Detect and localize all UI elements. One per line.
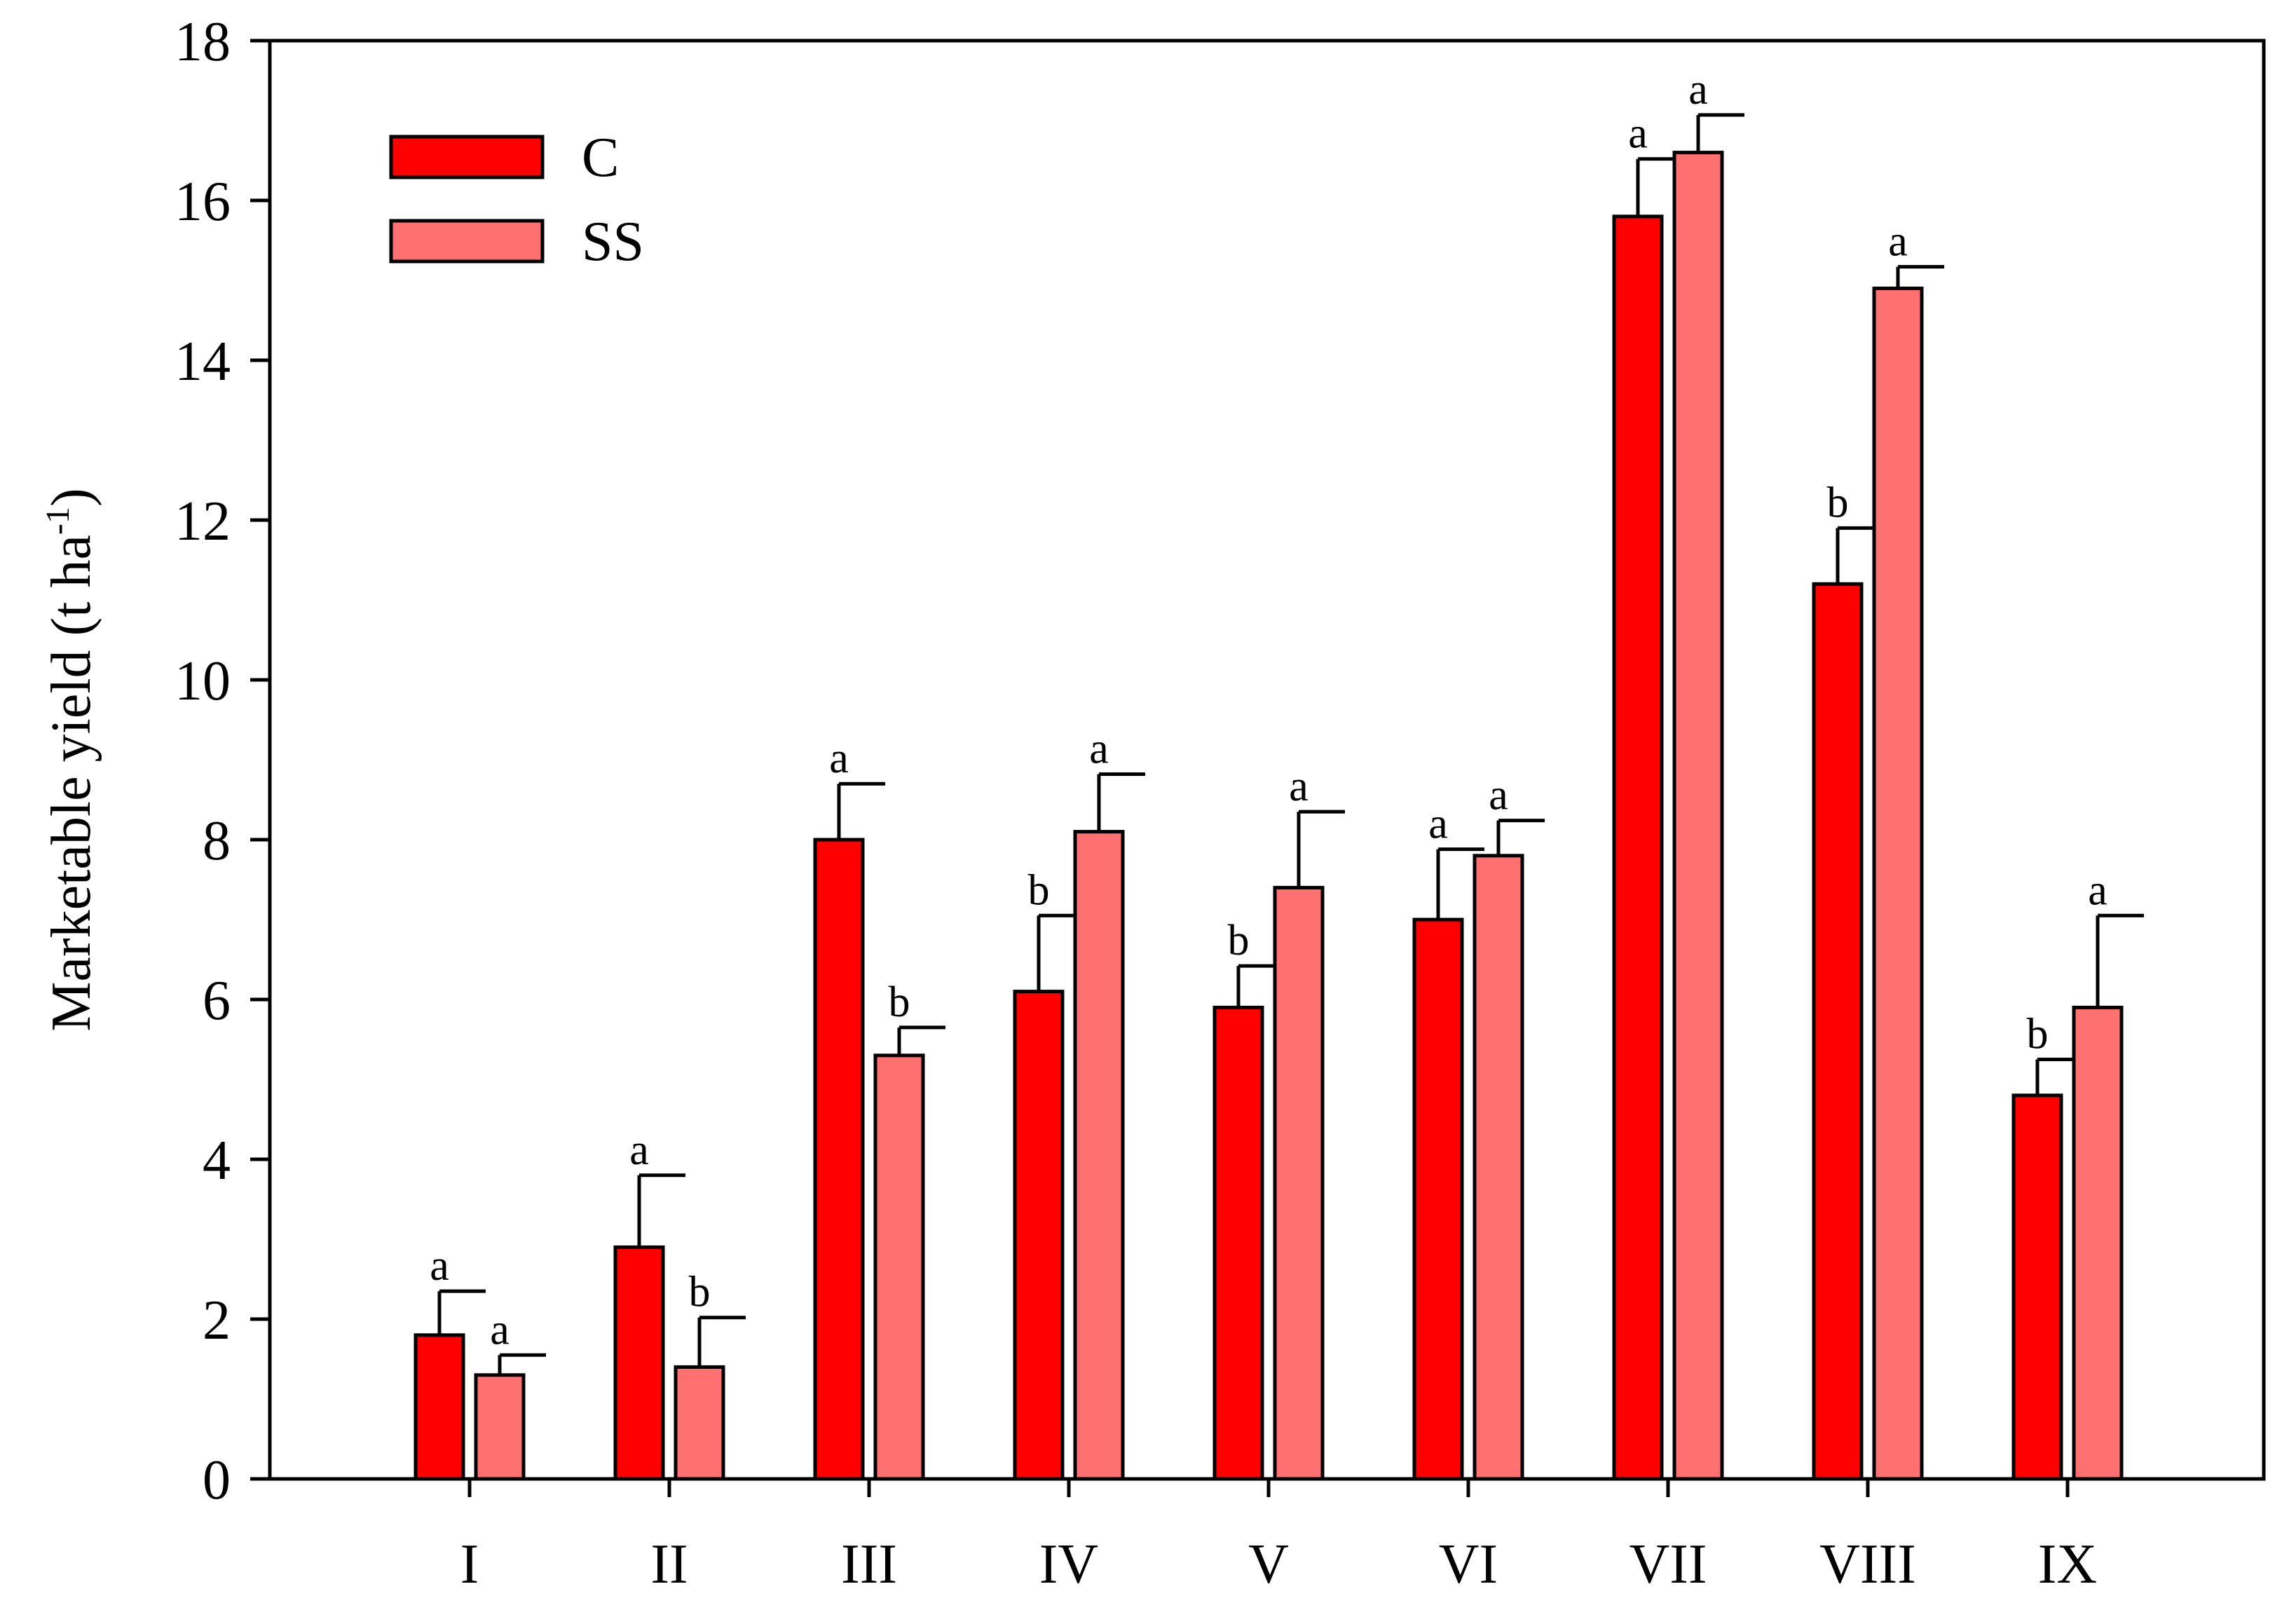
x-tick-label-VI: VI <box>1439 1534 1498 1595</box>
bar-c-II <box>613 1245 665 1481</box>
y-tick-label-16: 16 <box>175 171 231 233</box>
bar-ss-II <box>674 1365 725 1481</box>
significance-label-ss-I: a <box>490 1306 510 1353</box>
legend-label-ss: SS <box>582 211 644 273</box>
x-tick-label-III: III <box>841 1534 897 1595</box>
significance-label-ss-IV: a <box>1089 725 1109 773</box>
significance-label-ss-II: b <box>689 1269 711 1316</box>
y-tick-label-8: 8 <box>203 810 231 872</box>
y-axis-title-main: Marketable yield (t ha <box>41 535 102 1032</box>
bar-ss-III <box>873 1053 925 1481</box>
significance-label-c-V: b <box>1228 917 1250 964</box>
legend-swatch-c <box>389 135 545 179</box>
axes-layer: I II III IV V VI VII VIII IX024681012141618Marke… <box>39 11 2266 1595</box>
bar-c-V <box>1212 1005 1264 1481</box>
significance-label-ss-III: b <box>889 978 910 1026</box>
significance-label-ss-VII: a <box>1688 66 1708 114</box>
x-tick-label-I: I <box>460 1534 479 1595</box>
y-tick-label-6: 6 <box>203 970 231 1032</box>
y-tick-label-0: 0 <box>203 1449 231 1511</box>
bar-c-III <box>813 838 865 1481</box>
y-axis-title: Marketable yield (t ha-1) <box>39 488 102 1031</box>
significance-label-ss-VI: a <box>1489 772 1508 819</box>
x-tick-label-II: II <box>650 1534 688 1595</box>
significance-label-ss-V: a <box>1289 763 1309 810</box>
significance-label-ss-IX: a <box>2088 866 2107 914</box>
bar-c-VII <box>1612 214 1664 1481</box>
plot-frame <box>268 39 2266 1481</box>
y-tick-label-12: 12 <box>175 491 231 552</box>
significance-label-c-VII: a <box>1628 110 1648 158</box>
significance-label-ss-VIII: a <box>1888 218 1908 266</box>
y-tick-label-14: 14 <box>175 331 231 393</box>
legend-label-c: C <box>582 127 619 189</box>
y-tick-label-10: 10 <box>175 650 231 712</box>
bar-c-IV <box>1013 990 1065 1481</box>
significance-label-c-VI: a <box>1428 800 1448 848</box>
y-tick-label-2: 2 <box>203 1290 231 1351</box>
significance-label-c-VIII: b <box>1827 479 1849 526</box>
x-tick-label-VIII: VIII <box>1819 1534 1916 1595</box>
bar-ss-VII <box>1672 151 1724 1481</box>
legend-swatch-ss <box>389 219 545 264</box>
bar-ss-VI <box>1473 854 1524 1481</box>
y-axis-title-close: ) <box>41 488 102 507</box>
bar-ss-VIII <box>1872 286 1924 1481</box>
y-axis-title-superscript: -1 <box>39 507 76 535</box>
significance-label-c-IX: b <box>2027 1011 2049 1058</box>
bar-c-VIII <box>1812 582 1864 1481</box>
significance-label-c-II: a <box>629 1126 649 1174</box>
x-tick-label-IX: IX <box>2038 1534 2097 1595</box>
y-tick-label-4: 4 <box>203 1130 231 1192</box>
significance-label-c-I: a <box>430 1242 449 1290</box>
significance-label-c-III: a <box>829 735 849 782</box>
bar-c-I <box>414 1333 465 1481</box>
legend: C SS <box>389 127 644 273</box>
bar-c-IX <box>2011 1093 2063 1481</box>
x-tick-label-IV: IV <box>1039 1534 1098 1595</box>
x-tick-label-VII: VII <box>1629 1534 1707 1595</box>
bar-ss-V <box>1273 885 1325 1481</box>
bar-c-VI <box>1412 917 1464 1481</box>
bar-ss-I <box>474 1373 526 1481</box>
x-tick-label-V: V <box>1248 1534 1289 1595</box>
y-tick-label-18: 18 <box>175 11 231 73</box>
bar-ss-IX <box>2072 1005 2124 1481</box>
significance-label-c-IV: b <box>1028 866 1050 914</box>
bar-ss-IV <box>1073 830 1125 1481</box>
